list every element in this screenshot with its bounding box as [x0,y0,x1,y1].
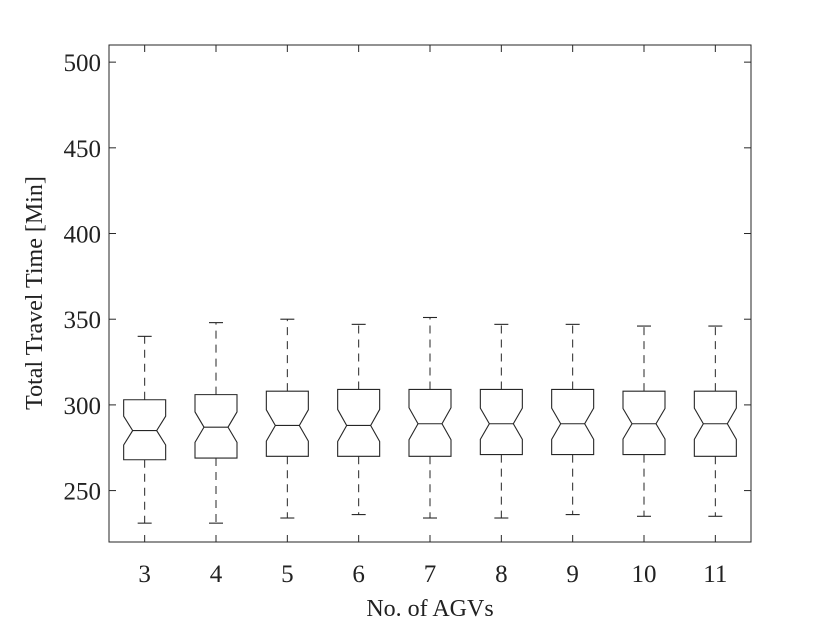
y-axis: 250 300 350 400 450 500 [64,50,751,506]
box-7 [408,316,452,519]
box-11 [693,325,737,517]
y-tick-label: 250 [64,479,102,506]
box-body [479,388,523,456]
y-tick-label: 400 [64,222,102,249]
box-9 [551,323,595,516]
x-axis-label: No. of AGVs [366,596,493,622]
x-tick-label: 5 [281,561,294,588]
plot-area [108,44,752,543]
box-6 [337,323,381,516]
y-tick-label: 450 [64,136,102,163]
box-body [693,390,737,457]
box-body [551,388,595,456]
x-tick-label: 6 [352,561,365,588]
x-axis: 3 4 5 6 7 8 9 10 11 [138,45,727,588]
x-tick-label: 8 [495,561,508,588]
box-body [337,388,381,457]
box-body [265,390,309,457]
y-tick-label: 500 [64,50,102,77]
box-body [194,394,238,459]
box-body [622,390,666,456]
x-tick-label: 9 [566,561,579,588]
box-body [123,399,167,461]
box-5 [265,318,309,519]
x-tick-label: 3 [138,561,151,588]
box-8 [479,323,523,519]
box-4 [194,322,238,524]
box-3 [123,335,167,524]
x-tick-label: 10 [632,561,657,588]
x-tick-label: 4 [210,561,223,588]
box-10 [622,325,666,517]
y-axis-label: Total Travel Time [Min] [22,176,48,410]
x-tick-label: 7 [424,561,437,588]
box-body [408,388,452,457]
y-tick-label: 300 [64,393,102,420]
x-tick-label: 11 [703,561,727,588]
box-series [123,316,737,524]
y-tick-label: 350 [64,307,102,334]
